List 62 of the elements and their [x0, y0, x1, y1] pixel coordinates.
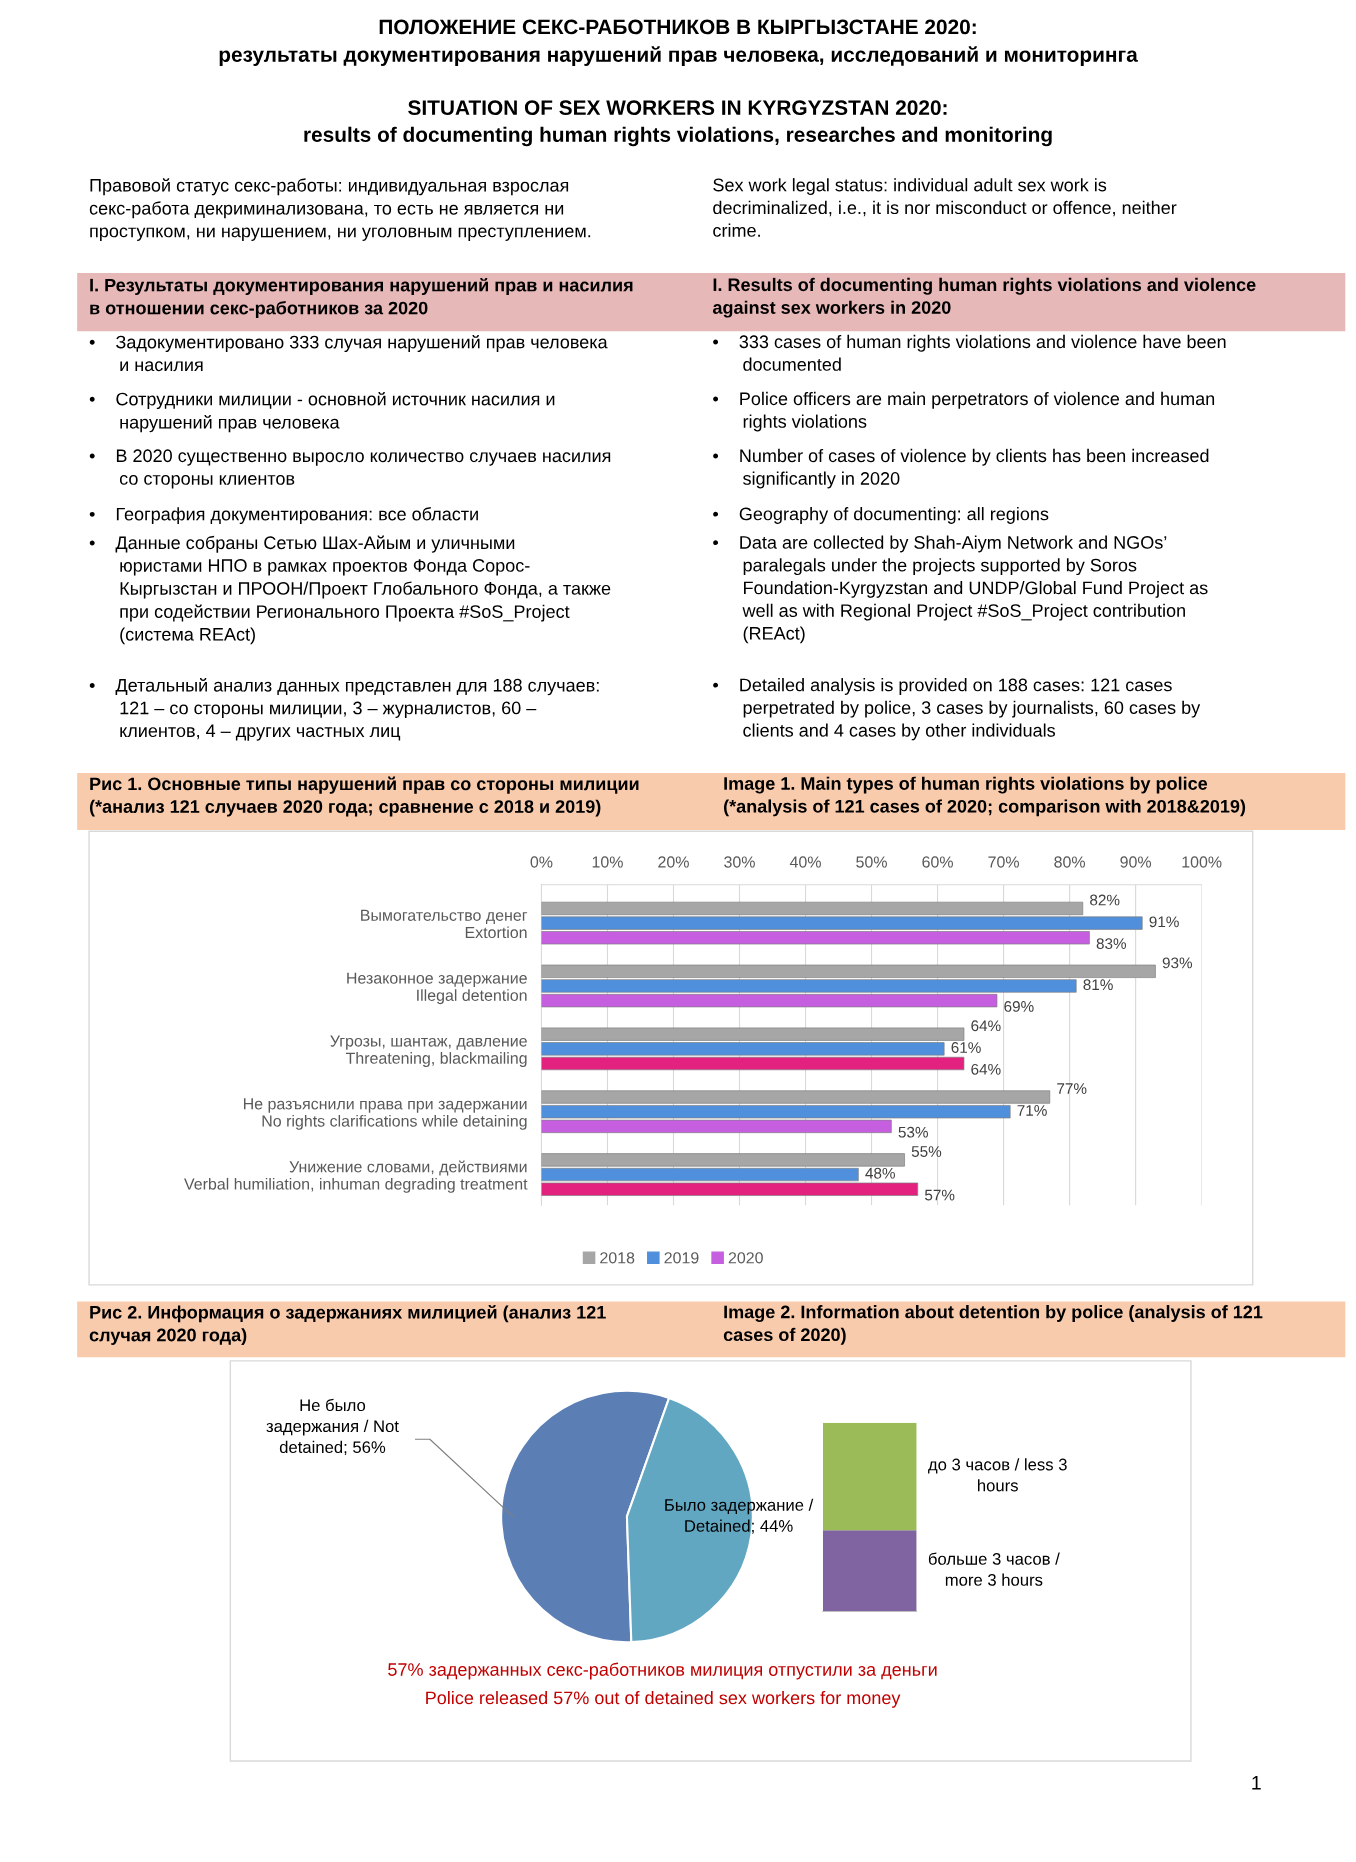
text: • Geography of documenting: all regions	[713, 507, 1049, 524]
data-label: 64%	[971, 1020, 1001, 1032]
x-tick-label: 60%	[922, 856, 953, 868]
legend-label: 2019	[664, 1252, 699, 1264]
text: 57% задержанных секс-работников милиция отпустили за деньги	[388, 1662, 937, 1680]
chart-title: Рис 2. Информация о задержаниях милицией (анализ 121 случая 2020 года)	[89, 1305, 606, 1345]
y-tick-label: Унижение словами, действиями Verbal humiliation, inhuman degrading treatment	[184, 1160, 528, 1193]
data-label: 77%	[1057, 1083, 1087, 1094]
text: • Number of cases of violence by clients has been increased significantly in 2020	[713, 448, 1209, 489]
x-tick-label: 40%	[789, 856, 821, 868]
data-label: 64%	[971, 1063, 1001, 1075]
text: I. Результаты документирования нарушений прав и насилия в отношении секс-работников за 2020	[90, 277, 633, 319]
x-tick-label: 100%	[1182, 856, 1222, 868]
series-label: до 3 часов / less 3 hours	[928, 1458, 1067, 1492]
data-label: 48%	[865, 1167, 895, 1179]
legend-label: 2018	[600, 1252, 635, 1264]
x-tick-label: 20%	[658, 856, 689, 868]
y-tick-label: Незаконное задержание Illegal detention	[347, 972, 527, 1005]
x-tick-label: 70%	[988, 856, 1019, 868]
data-label: 82%	[1090, 894, 1120, 906]
legend-label: 2020	[728, 1252, 763, 1264]
x-tick-label: 80%	[1054, 856, 1086, 868]
data-label: 61%	[951, 1042, 981, 1053]
x-tick-label: 90%	[1120, 856, 1152, 868]
data-label: 83%	[1096, 938, 1127, 949]
data-label: 91%	[1149, 916, 1179, 928]
y-tick-label: Не разъяснили права при задержании No rights clarifications while detaining	[243, 1098, 527, 1130]
text: Image 2. Information about detention by police (analysis of 121 cases of 2020)	[723, 1305, 1263, 1345]
text: • 333 cases of human rights violations and violence have been documented	[713, 334, 1226, 371]
series-label: больше 3 часов / more 3 hours	[928, 1552, 1060, 1586]
data-label: 55%	[911, 1146, 942, 1157]
x-tick-label: 50%	[856, 856, 887, 868]
text: • Detailed analysis is provided on 188 cases: 121 cases perpetrated by police, 3 cases by journalists, 60 cases by clients and 4 cases by other individuals	[713, 678, 1201, 741]
text: I. Results of documenting human rights violations and violence against sex workers in 2020	[712, 277, 1256, 318]
text: • Детальный анализ данных представлен для 188 случаев: 121 – со стороны милиции, 3 – журналистов, 60 – клиентов, 4 – других частных лиц	[89, 678, 599, 741]
x-tick-label: 0%	[530, 856, 553, 868]
text: SITUATION OF SEX WORKERS IN KYRGYZSTAN 2020: results of documenting human rights violations, researches and monitoring	[304, 100, 1052, 147]
text: • В 2020 существенно выросло количество случаев насилия со стороны клиентов	[89, 449, 611, 489]
text: ПОЛОЖЕНИЕ СЕКС-РАБОТНИКОВ В КЫРГЫЗСТАНЕ 2020: результаты документирования нарушений прав человека, исследований и мониторинга	[219, 19, 1138, 66]
data-label: 71%	[1017, 1105, 1047, 1116]
text: • Data are collected by Shah-Aiym Network and NGOs’ paralegals under the projects supported by Soros Foundation-Kyrgyzstan and UNDP/Global Fund Project as well as with Regional Project #SoS_Project contribution (REAct)	[713, 535, 1208, 644]
text: • Police officers are main perpetrators of violence and human rights violations	[713, 391, 1215, 432]
x-tick-label: 30%	[724, 856, 755, 868]
y-tick-label: Вымогательство денег Extortion	[361, 909, 528, 939]
text: • География документирования: все области	[89, 507, 478, 525]
text: Police released 57% out of detained sex workers for money	[426, 1691, 901, 1708]
text: Sex work legal status: individual adult sex work is decriminalized, i.e., it is nor misconduct or offence, neither crime.	[713, 178, 1177, 237]
chart-subtitle: Image 1. Main types of human rights violations by police (*analysis of 121 cases of 2020; comparison with 2018&2019)	[724, 776, 1246, 817]
y-tick-label: Угрозы, шантаж, давление Threatening, blackmailing	[330, 1035, 527, 1067]
text: • Задокументировано 333 случая нарушений прав человека и насилия	[89, 334, 608, 372]
x-tick-label: 10%	[592, 856, 623, 868]
text: Рис 1. Основные типы нарушений прав со стороны милиции (*анализ 121 случаев 2020 года; сравнение с 2018 и 2019)	[89, 776, 639, 817]
text: Правовой статус секс-работы: индивидуальная взрослая секс-работа декриминализована, то есть не является ни проступком, ни нарушением, ни уголовным преступлением.	[89, 178, 591, 241]
text: 1	[1252, 1776, 1261, 1790]
data-label: 57%	[924, 1189, 955, 1201]
data-label: 81%	[1083, 979, 1113, 991]
slice-label: Не было задержания / Not detained; 56%	[266, 1398, 399, 1456]
text: • Сотрудники милиции - основной источник насилия и нарушений прав человека	[89, 391, 555, 433]
data-label: 53%	[898, 1126, 928, 1138]
data-label: 69%	[1004, 1001, 1034, 1012]
data-label: 93%	[1162, 957, 1193, 969]
text: • Данные собраны Сетью Шах-Айым и уличными юристами НПО в рамках проектов Фонда Сорос- Кыргызстан и ПРООН/Проект Глобального Фонда, а также при содействии Регионального Проекта #SoS_Project (система REAct)	[89, 535, 611, 645]
